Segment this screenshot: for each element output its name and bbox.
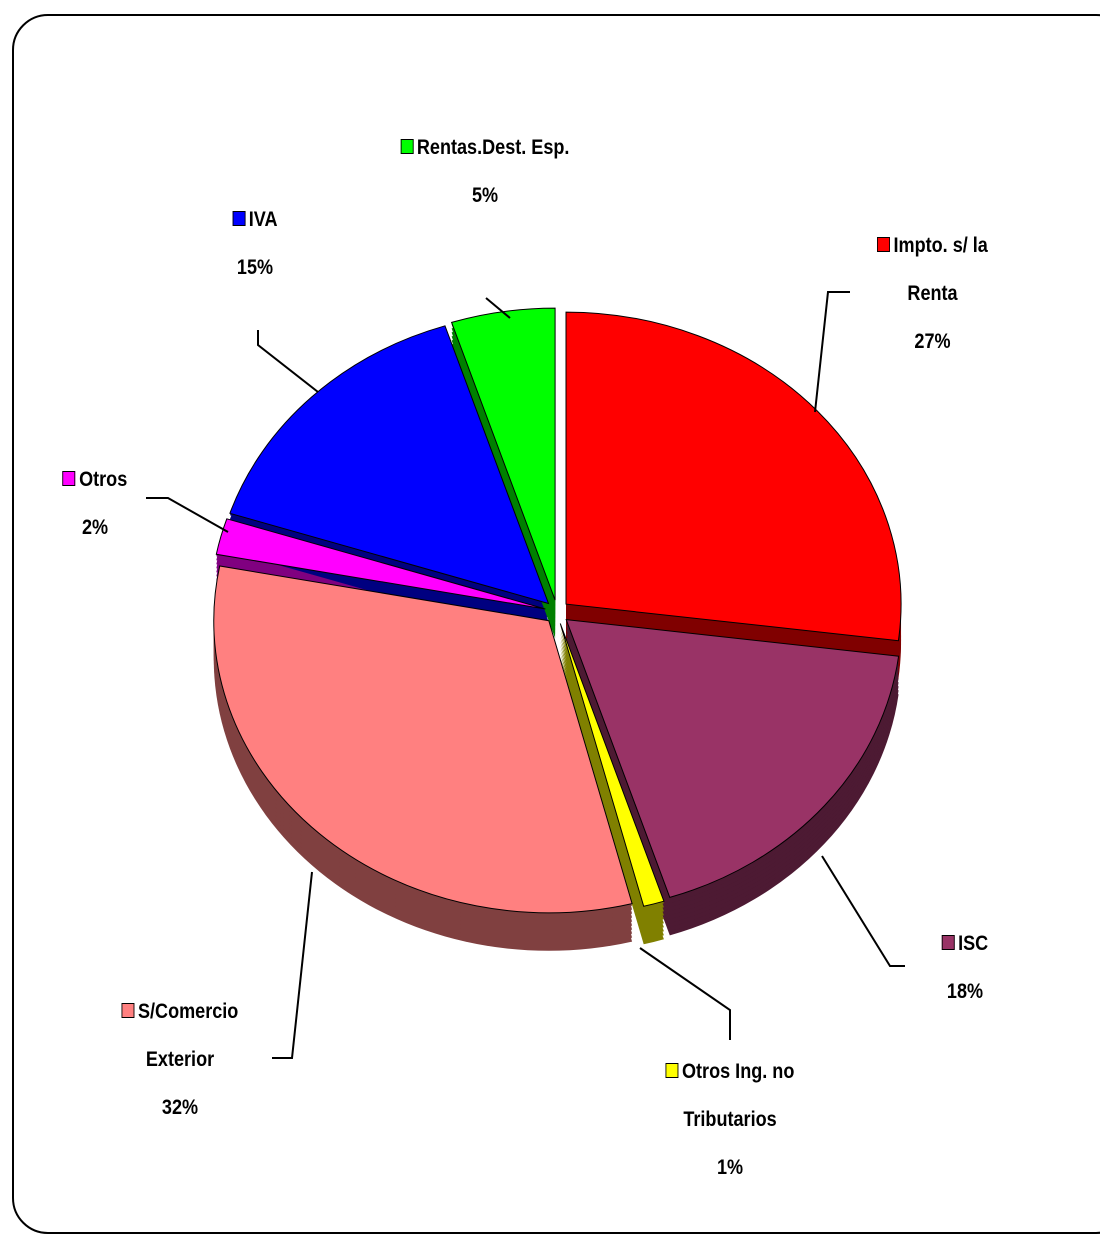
data-label: ISC 18% <box>892 920 1038 1016</box>
data-label: Otros 2% <box>31 456 160 552</box>
legend-entry: Otros Ing. no Tributarios <box>631 1048 829 1144</box>
legend-entry: Impto. s/ la Renta <box>857 222 1008 318</box>
percent-label: 5% <box>471 184 499 207</box>
legend-marker <box>62 471 76 486</box>
legend-entry: Rentas.Dest. Esp. <box>399 124 571 172</box>
percent-label: 1% <box>716 1156 744 1179</box>
category-name: Otros Ing. no Tributarios <box>681 1060 795 1131</box>
leader-line <box>639 947 731 1040</box>
legend-entry: S/Comercio Exterior <box>85 988 274 1084</box>
percent-label: 32% <box>161 1096 199 1119</box>
percent-label: 2% <box>81 516 109 539</box>
leader-line <box>485 297 511 319</box>
leader-line <box>272 871 313 1059</box>
percent-label: 15% <box>236 256 274 279</box>
category-name: Rentas.Dest. Esp. <box>416 136 570 159</box>
category-name: S/Comercio Exterior <box>137 1000 239 1071</box>
slice <box>559 623 665 907</box>
legend-entry: ISC <box>892 920 1038 968</box>
data-label: Impto. s/ la Renta 27% <box>857 222 1008 366</box>
slice <box>565 619 900 899</box>
legend-marker <box>121 1003 135 1018</box>
category-name: ISC <box>958 932 989 955</box>
data-label: Otros Ing. no Tributarios 1% <box>631 1048 829 1192</box>
slice <box>215 518 546 610</box>
legend-entry: Otros <box>31 456 160 504</box>
slice <box>213 565 633 914</box>
data-label: IVA 15% <box>191 196 320 292</box>
slice <box>565 311 902 642</box>
category-name: IVA <box>248 208 278 231</box>
slice <box>229 325 550 605</box>
legend-marker <box>232 211 246 226</box>
leader-line <box>257 330 319 393</box>
percent-label: 27% <box>914 330 951 353</box>
legend-marker <box>665 1063 679 1078</box>
legend-entry: IVA <box>191 196 320 244</box>
legend-marker <box>877 237 891 252</box>
leader-line <box>821 855 905 967</box>
data-label: S/Comercio Exterior 32% <box>85 988 274 1132</box>
legend-marker <box>941 935 955 950</box>
category-name: Impto. s/ la Renta <box>893 234 988 305</box>
data-label: Rentas.Dest. Esp. 5% <box>399 124 571 220</box>
legend-marker <box>400 139 414 154</box>
category-name: Otros <box>79 468 128 491</box>
percent-label: 18% <box>946 980 984 1003</box>
leader-line <box>146 497 229 533</box>
leader-line <box>814 291 850 413</box>
